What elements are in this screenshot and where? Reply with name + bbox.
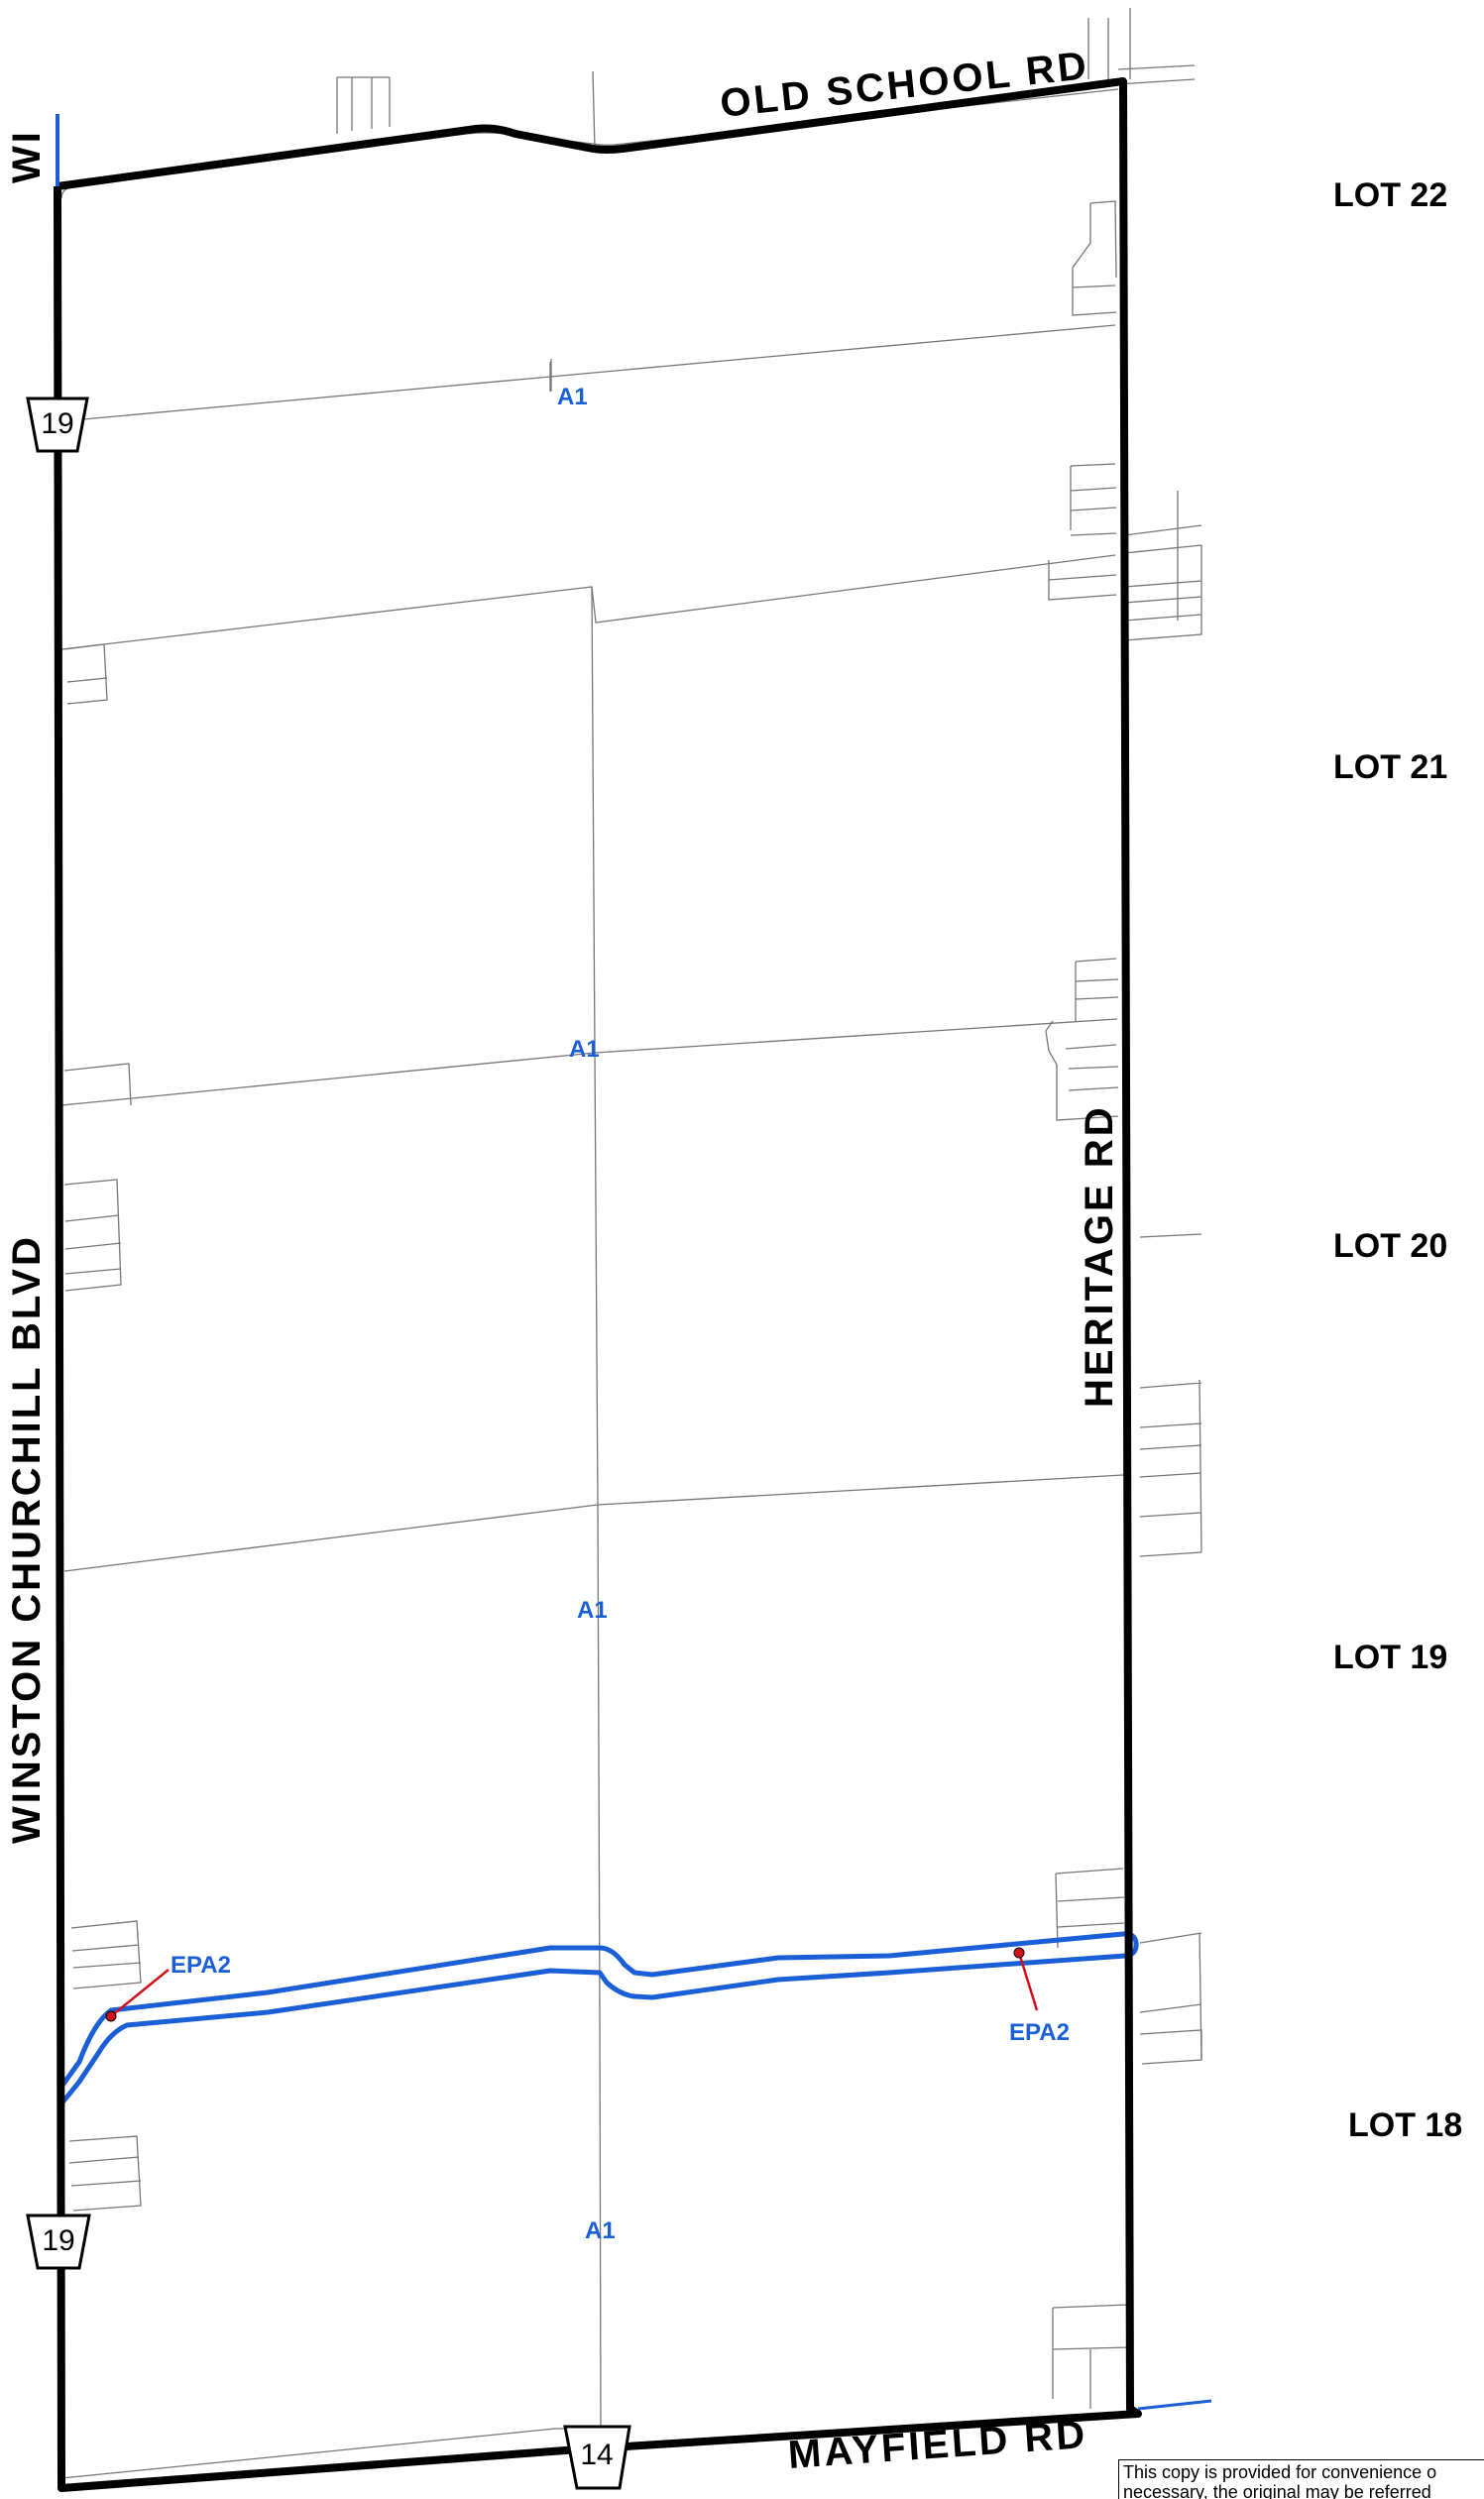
road-label-east: HERITAGE RD <box>1078 1104 1121 1408</box>
lot-label: LOT 18 <box>1348 2106 1462 2144</box>
road-label-south: MAYFIELD RD <box>787 2413 1089 2477</box>
lot-label: LOT 19 <box>1333 1639 1447 1676</box>
zone-label-a1: A1 <box>557 384 588 410</box>
road-boundary <box>54 77 1212 2492</box>
svg-text:EPA2: EPA2 <box>1009 2019 1070 2046</box>
svg-text:EPA2: EPA2 <box>171 1952 231 1979</box>
disclaimer-line-1: This copy is provided for convenience o <box>1123 2462 1437 2482</box>
epa2-label-west: EPA2 <box>105 1952 231 2022</box>
zone-label-a1: A1 <box>585 2217 616 2244</box>
road-label-west-top: WI <box>5 129 49 183</box>
zone-label-a1: A1 <box>577 1597 608 1624</box>
highway-shield-west-lower: 19 <box>26 2214 91 2270</box>
highway-shield-west-upper: 19 <box>26 397 89 453</box>
highway-shield-south: 14 <box>563 2425 631 2490</box>
svg-text:14: 14 <box>580 2439 613 2471</box>
lot-label: LOT 21 <box>1333 748 1447 786</box>
lot-label: LOT 20 <box>1333 1227 1447 1265</box>
zone-label-a1: A1 <box>569 1036 600 1063</box>
disclaimer-line-2: necessary, the original may be referred <box>1123 2482 1431 2499</box>
parcel-lines <box>60 76 1131 2479</box>
epa2-label-east: EPA2 <box>1009 1947 1070 2046</box>
lot-label: LOT 22 <box>1333 176 1447 214</box>
disclaimer-notice: This copy is provided for convenience o … <box>1118 2459 1484 2499</box>
context-lines <box>592 8 1202 2065</box>
svg-text:19: 19 <box>42 2224 74 2257</box>
epa2-corridor <box>58 1931 1139 2105</box>
road-label-west: WINSTON CHURCHILL BLVD <box>5 1234 49 1844</box>
svg-text:19: 19 <box>41 407 73 440</box>
